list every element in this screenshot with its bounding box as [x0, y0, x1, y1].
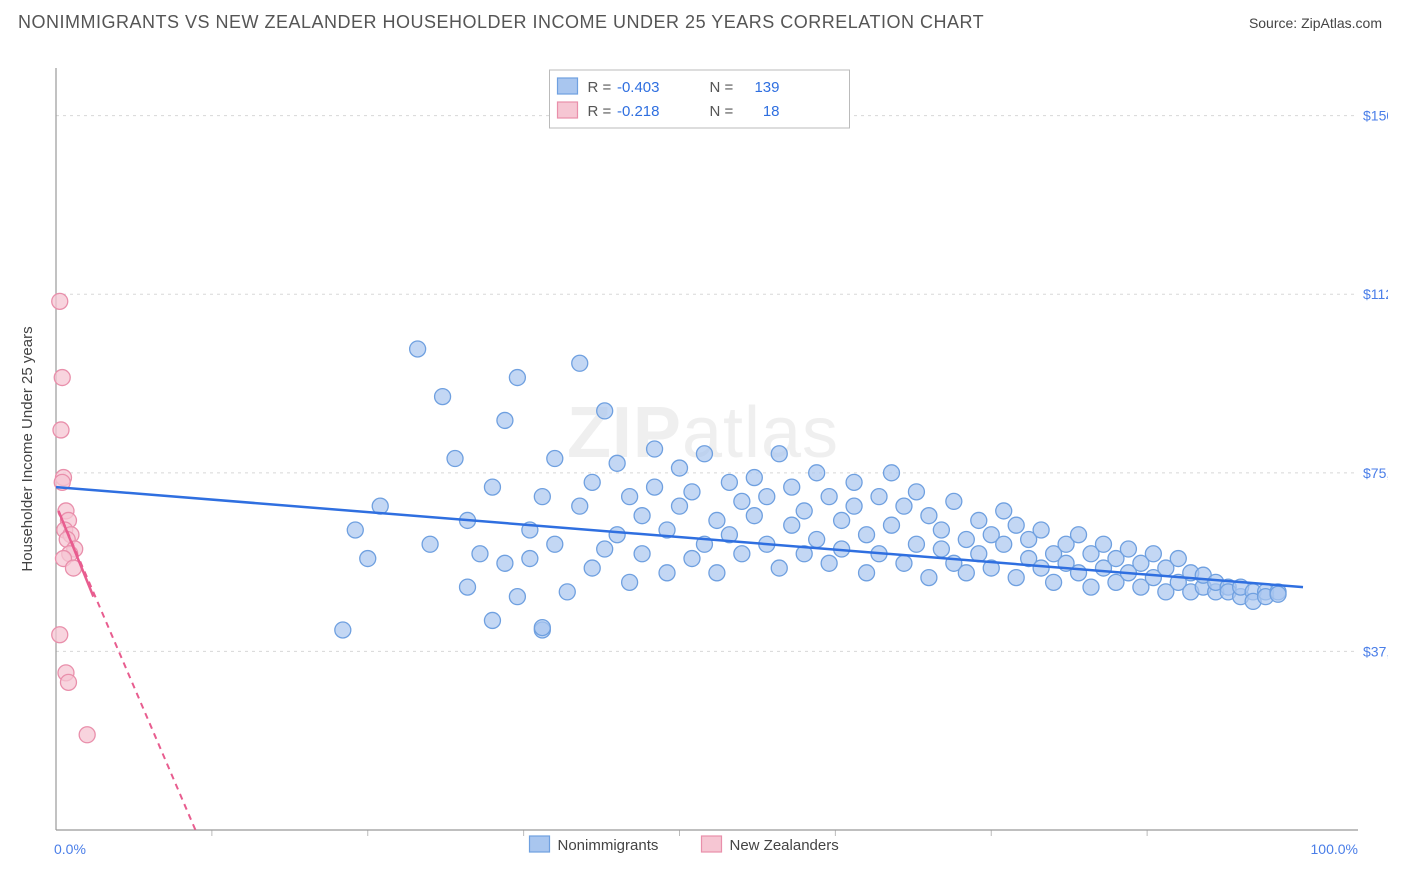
- svg-text:$112,500: $112,500: [1363, 286, 1388, 302]
- svg-text:R =: R =: [588, 103, 612, 120]
- svg-text:-0.218: -0.218: [617, 103, 660, 120]
- scatter-chart: $37,500 $75,000 $112,500 $150,000 0.0% 100.0%…: [18, 50, 1388, 882]
- svg-text:Householder Income Under 25 ye: Householder Income Under 25 years: [19, 326, 36, 571]
- source-label: Source: ZipAtlas.com: [1249, 15, 1382, 31]
- svg-text:$75,000: $75,000: [1363, 465, 1388, 481]
- chart-title: NONIMMIGRANTS VS NEW ZEALANDER HOUSEHOLD…: [18, 12, 984, 33]
- svg-text:N =: N =: [710, 79, 734, 96]
- svg-text:0.0%: 0.0%: [54, 841, 86, 857]
- chart-area: ZIPatlas $37,500$75,000$112,500$150,0000…: [18, 50, 1388, 882]
- svg-text:-0.403: -0.403: [617, 79, 660, 96]
- svg-text:18: 18: [763, 103, 780, 120]
- svg-text:New Zealanders: New Zealanders: [730, 837, 839, 854]
- svg-text:$37,500: $37,500: [1363, 643, 1388, 659]
- svg-text:N =: N =: [710, 103, 734, 120]
- svg-text:139: 139: [754, 79, 779, 96]
- svg-text:R =: R =: [588, 79, 612, 96]
- svg-text:100.0%: 100.0%: [1311, 841, 1358, 857]
- svg-text:Nonimmigrants: Nonimmigrants: [558, 837, 659, 854]
- svg-text:$150,000: $150,000: [1363, 108, 1388, 124]
